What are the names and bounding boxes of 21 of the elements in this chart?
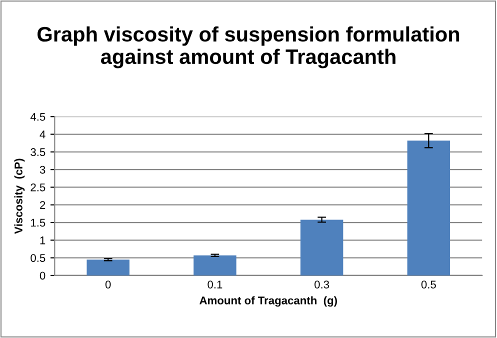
- y-axis-title: Viscosity (cP): [14, 158, 25, 234]
- y-tick-label: 2: [40, 201, 46, 209]
- bar: [86, 260, 130, 276]
- bar: [194, 255, 236, 276]
- y-tick-label: 4.5: [30, 112, 46, 121]
- y-tick-label: 3.5: [30, 148, 46, 156]
- x-tick-label: 0.5: [421, 280, 436, 288]
- x-tick-label: 0: [105, 280, 111, 288]
- y-tick-label: 1.5: [31, 218, 46, 227]
- y-tick-label: 3: [40, 166, 46, 174]
- y-tick-label: 1: [40, 236, 46, 244]
- bar: [300, 220, 344, 276]
- bar: [407, 140, 450, 276]
- x-tick-label: 0.3: [314, 280, 330, 288]
- x-axis-title: Amount of Tragacanth (g): [200, 296, 337, 307]
- y-tick-label: 0: [40, 272, 46, 280]
- x-tick-label: 0.1: [208, 280, 222, 288]
- y-tick-label: 0.5: [30, 254, 46, 262]
- chart-title: Graph viscosity of suspension formulation against amount of Tragacanth: [38, 26, 460, 68]
- y-tick-label: 4: [40, 130, 46, 138]
- y-tick-label: 2.5: [30, 183, 46, 192]
